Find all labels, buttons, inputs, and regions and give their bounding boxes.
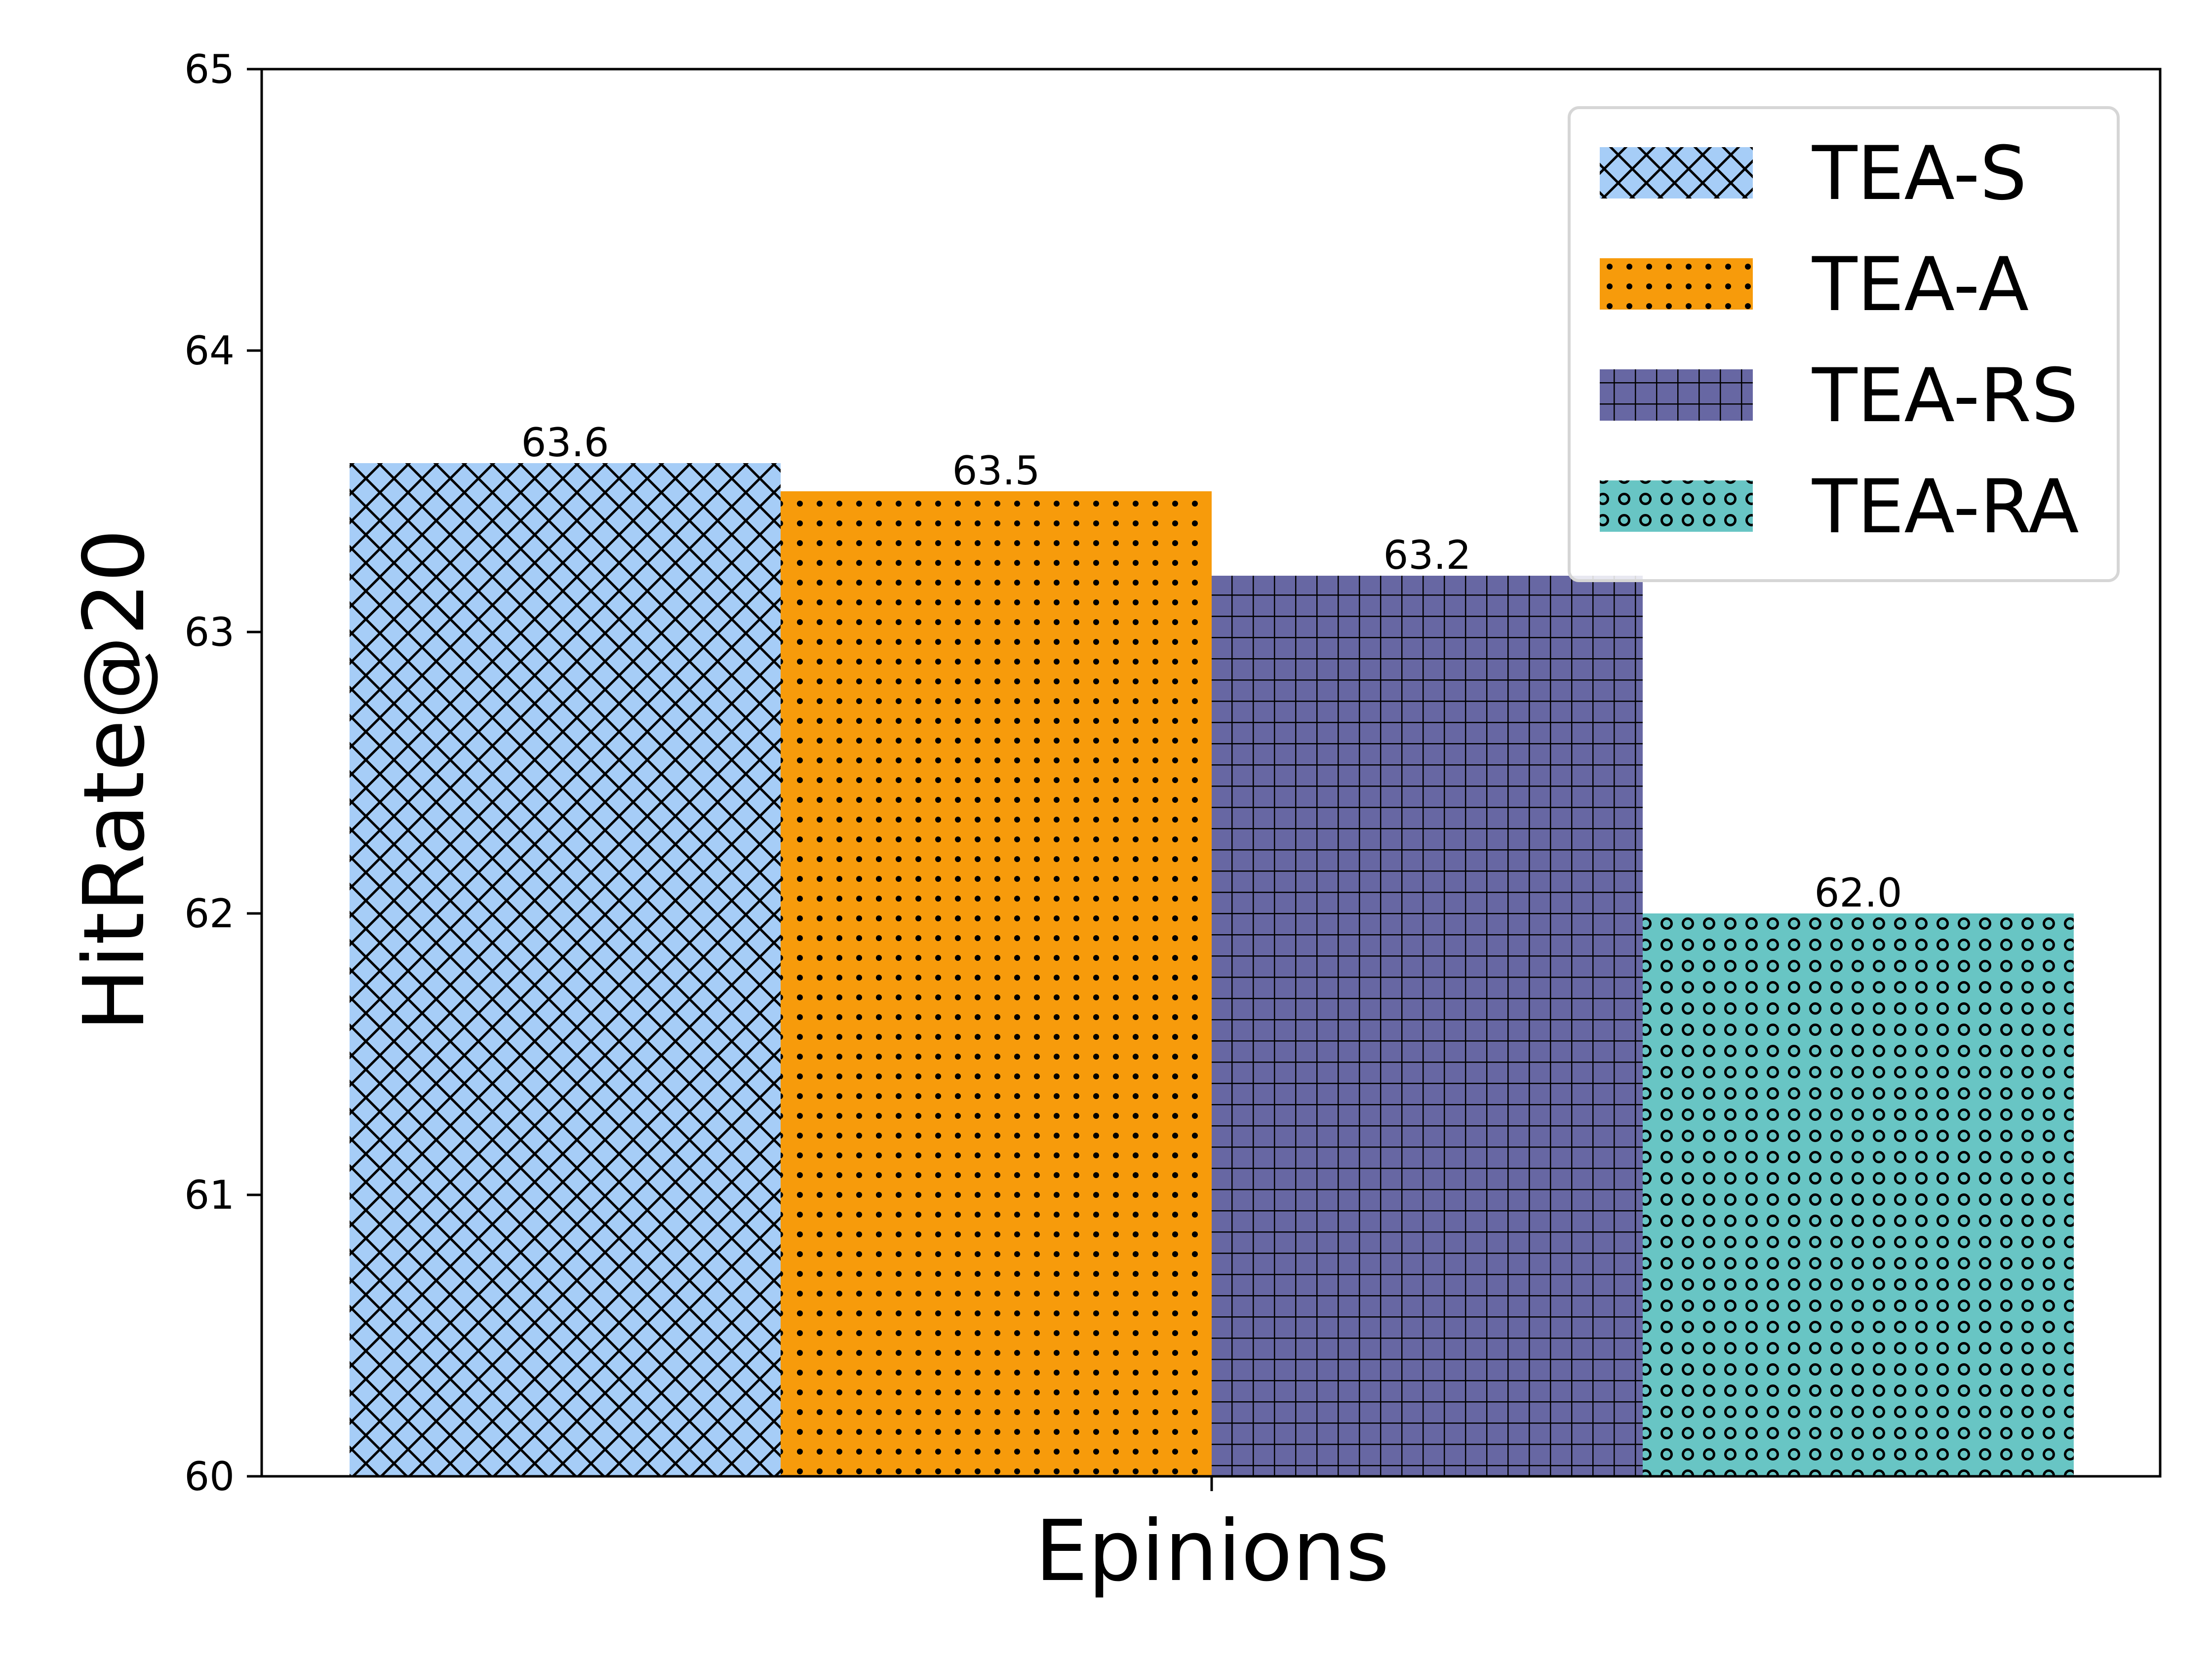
y-tick-label: 63 [184,609,235,655]
bar-tea-rs [1212,576,1643,1476]
bar-hatch [1212,576,1643,1476]
data-label-tea-rs: 63.2 [1383,532,1471,578]
legend-item-tea-s: TEA-S [1600,131,2027,217]
legend-swatch-hatch [1600,147,1753,198]
data-label-tea-a: 63.5 [952,448,1040,494]
bar-hatch [1643,913,2074,1476]
y-tick-label: 62 [184,891,235,937]
legend-label: TEA-RA [1812,464,2079,550]
legend-swatch-hatch [1600,258,1753,310]
legend-swatch-hatch [1600,369,1753,421]
bar-tea-a [781,491,1212,1476]
legend-label: TEA-S [1812,131,2027,217]
axes: 60 61 62 63 64 65 [184,46,2162,1500]
legend-label: TEA-RS [1812,353,2078,439]
y-tick-label: 65 [184,46,235,92]
legend-box [1568,106,2120,582]
bar-tea-s [350,463,781,1476]
legend-item-tea-a: TEA-A [1600,242,2029,328]
bar-hatch [350,463,781,1476]
y-tick-label: 61 [184,1172,235,1218]
bar-tea-ra [1643,913,2074,1476]
bar-hatch [781,491,1212,1476]
bars-layer [350,463,2074,1476]
y-axis-title: HitRate@20 [66,529,163,1031]
legend: TEA-S TEA-A TEA-RS TEA-RA [1568,106,2120,582]
data-label-tea-s: 63.6 [521,420,609,466]
y-tick-label: 64 [184,328,235,374]
legend-item-tea-ra: TEA-RA [1600,464,2079,550]
legend-label: TEA-A [1812,242,2029,328]
y-tick-label: 60 [184,1454,235,1500]
x-axis-title: Epinions [1035,1502,1389,1600]
legend-item-tea-rs: TEA-RS [1600,353,2078,439]
data-label-tea-ra: 62.0 [1814,870,1902,916]
data-labels-layer: 63.6 63.5 63.2 62.0 [521,420,1902,916]
legend-swatch-hatch [1600,480,1753,532]
